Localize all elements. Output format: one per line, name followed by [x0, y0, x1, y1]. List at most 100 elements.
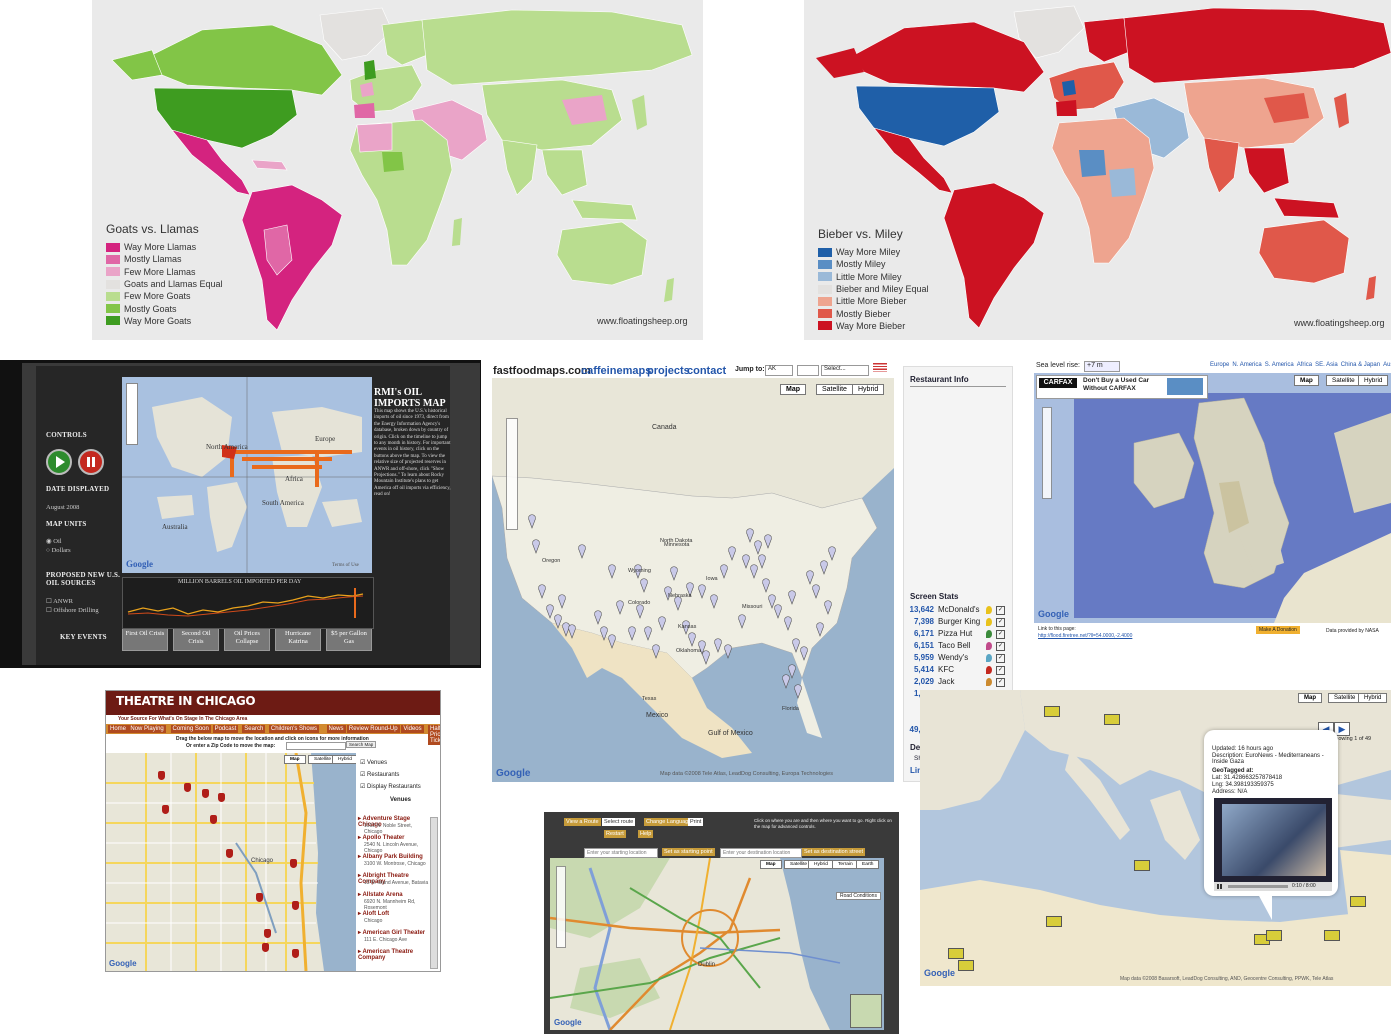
theatre-mask-icon[interactable]	[226, 849, 233, 858]
rmi-event-button[interactable]: Oil Prices Collapse	[224, 627, 270, 651]
dublin-control-button[interactable]: View a Route	[564, 818, 601, 826]
theatre-nav-item[interactable]: Podcast	[212, 725, 239, 733]
sealevel-region-link[interactable]: N. America	[1232, 362, 1262, 368]
restaurant-pin-icon[interactable]	[788, 664, 796, 679]
theatre-mask-icon[interactable]	[256, 893, 263, 902]
restaurant-pin-icon[interactable]	[558, 594, 566, 609]
restaurant-pin-icon[interactable]	[702, 650, 710, 665]
fastfood-jump-city[interactable]	[797, 365, 819, 376]
map-type-button[interactable]: Hybrid	[1358, 375, 1389, 386]
restaurant-pin-icon[interactable]	[644, 626, 652, 641]
restaurant-pin-icon[interactable]	[738, 614, 746, 629]
rmi-unit-oil[interactable]: ◉ Oil	[46, 538, 62, 545]
restaurant-pin-icon[interactable]	[634, 564, 642, 579]
sealevel-region-link[interactable]: Australia	[1383, 362, 1391, 368]
dublin-dest-button[interactable]: Set as destination street	[802, 848, 866, 856]
stat-checkbox[interactable]: ✓	[996, 630, 1005, 639]
theatre-filter[interactable]: ☑ Restaurants	[360, 771, 399, 778]
fastfood-nav-projects[interactable]: projects	[647, 365, 690, 377]
restaurant-pin-icon[interactable]	[546, 604, 554, 619]
euronews-video[interactable]	[1214, 798, 1332, 882]
map-type-button[interactable]: Map	[780, 384, 806, 395]
theatre-mask-icon[interactable]	[264, 929, 271, 938]
dublin-control-button[interactable]: Help	[638, 830, 654, 838]
map-type-button[interactable]: Terrain	[832, 860, 859, 869]
dublin-control-button[interactable]: Select route	[602, 818, 636, 826]
rmi-source-anwr[interactable]: ☐ ANWR	[46, 598, 73, 605]
venue-link[interactable]: ▸ Apollo Theater	[358, 835, 405, 841]
restaurant-pin-icon[interactable]	[698, 584, 706, 599]
restaurant-pin-icon[interactable]	[686, 582, 694, 597]
restaurant-pin-icon[interactable]	[774, 604, 782, 619]
video-marker-icon[interactable]	[948, 948, 964, 959]
theatre-filter[interactable]: ☑ Display Restaurants	[360, 783, 421, 790]
theatre-nav-item[interactable]: Review Round-Up	[346, 725, 400, 733]
dublin-zoom-slider[interactable]	[556, 866, 566, 948]
sealevel-map[interactable]: CARFAX Don't Buy a Used Car Without CARF…	[1034, 373, 1391, 623]
restaurant-pin-icon[interactable]	[578, 544, 586, 559]
map-type-button[interactable]: Map	[1294, 375, 1319, 386]
restaurant-pin-icon[interactable]	[538, 584, 546, 599]
rmi-map[interactable]: North America Europe South America Afric…	[122, 377, 372, 573]
dublin-control-button[interactable]: Print	[688, 818, 704, 826]
map-type-button[interactable]: Hybrid	[332, 755, 356, 764]
rmi-terms[interactable]: Terms of Use	[332, 563, 359, 568]
stat-checkbox[interactable]: ✓	[996, 666, 1005, 675]
restaurant-pin-icon[interactable]	[746, 528, 754, 543]
map-type-button[interactable]: Satellite	[816, 384, 853, 395]
map-type-button[interactable]: Map	[760, 860, 782, 869]
dublin-start-input[interactable]: Enter your starting location	[584, 848, 658, 858]
theatre-nav-item[interactable]: Videos	[401, 725, 424, 733]
euronews-video-controls[interactable]: 0:10 / 8:00	[1214, 882, 1332, 891]
carfax-ad[interactable]: CARFAX Don't Buy a Used Car Without CARF…	[1036, 375, 1208, 399]
theatre-mask-icon[interactable]	[210, 815, 217, 824]
theatre-nav-item[interactable]: Search	[242, 725, 266, 733]
fastfood-jump-select[interactable]: Select...	[821, 365, 869, 376]
restaurant-pin-icon[interactable]	[608, 564, 616, 579]
rmi-event-button[interactable]: Hurricane Katrina	[275, 627, 321, 651]
restaurant-pin-icon[interactable]	[824, 600, 832, 615]
rmi-event-button[interactable]: $5 per Gallon Gas	[326, 627, 372, 651]
venue-link[interactable]: ▸ Adventure Stage Chicago	[358, 816, 411, 828]
dublin-overview-map[interactable]	[850, 994, 882, 1028]
theatre-mask-icon[interactable]	[202, 789, 209, 798]
restaurant-pin-icon[interactable]	[800, 646, 808, 661]
rmi-source-offshore[interactable]: ☐ Offshore Drilling	[46, 607, 99, 614]
restaurant-pin-icon[interactable]	[758, 554, 766, 569]
restaurant-pin-icon[interactable]	[764, 534, 772, 549]
map-type-button[interactable]: Hybrid	[1358, 693, 1388, 703]
sealevel-region-link[interactable]: Africa	[1296, 362, 1313, 368]
fastfood-zoom-slider[interactable]	[506, 418, 518, 530]
theatre-logo[interactable]: THEATRE IN CHICAGO	[116, 694, 256, 708]
rmi-event-button[interactable]: Second Oil Crisis	[173, 627, 219, 651]
fastfood-site-title[interactable]: fastfoodmaps.com	[493, 365, 591, 377]
venue-link[interactable]: ▸ Aloft Loft	[358, 911, 390, 917]
sealevel-region-link[interactable]: China & Japan	[1340, 362, 1381, 368]
restaurant-pin-icon[interactable]	[652, 644, 660, 659]
video-marker-icon[interactable]	[1046, 916, 1062, 927]
restaurant-pin-icon[interactable]	[594, 610, 602, 625]
restaurant-pin-icon[interactable]	[658, 616, 666, 631]
video-marker-icon[interactable]	[958, 960, 974, 971]
restaurant-pin-icon[interactable]	[750, 564, 758, 579]
theatre-mask-icon[interactable]	[262, 943, 269, 952]
video-marker-icon[interactable]	[1324, 930, 1340, 941]
theatre-zip-input[interactable]	[286, 742, 346, 750]
sealevel-zoom-slider[interactable]	[1042, 407, 1052, 499]
sealevel-region-link[interactable]: S. America	[1264, 362, 1294, 368]
theatre-nav-item[interactable]: Now Playing	[128, 725, 166, 733]
dublin-start-button[interactable]: Set as starting point	[662, 848, 715, 856]
venue-link[interactable]: ▸ Albany Park Building	[358, 854, 423, 860]
stat-checkbox[interactable]: ✓	[996, 618, 1005, 627]
restaurant-pin-icon[interactable]	[568, 624, 576, 639]
restaurant-pin-icon[interactable]	[768, 594, 776, 609]
restaurant-pin-icon[interactable]	[812, 584, 820, 599]
dublin-control-button[interactable]: Change Language	[644, 818, 694, 826]
theatre-mask-icon[interactable]	[292, 949, 299, 958]
fastfood-pan-control[interactable]	[498, 386, 528, 416]
restaurant-pin-icon[interactable]	[554, 614, 562, 629]
theatre-mask-icon[interactable]	[162, 805, 169, 814]
fastfood-nav-caffeine[interactable]: caffeinemaps	[581, 365, 652, 377]
restaurant-pin-icon[interactable]	[754, 540, 762, 555]
restaurant-pin-icon[interactable]	[710, 594, 718, 609]
